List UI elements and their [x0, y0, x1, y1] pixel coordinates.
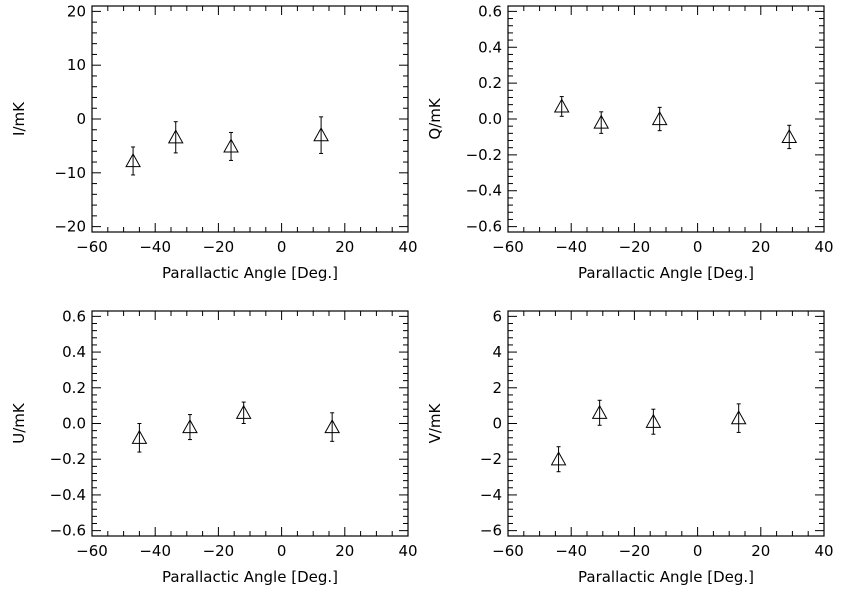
data-point	[651, 110, 668, 126]
y-tick-label: −2	[480, 450, 502, 468]
y-tick-label: 4	[492, 343, 502, 361]
data-point	[730, 410, 747, 425]
data-point	[553, 98, 570, 113]
data-point	[131, 429, 148, 444]
y-tick-label: 0.6	[62, 307, 86, 325]
y-axis-label: V/mK	[426, 402, 444, 443]
x-tick-label: −20	[619, 542, 651, 560]
data-point	[591, 404, 608, 419]
y-tick-label: −6	[480, 522, 502, 540]
x-tick-label: −60	[492, 238, 524, 256]
y-tick-label: 0	[492, 415, 502, 433]
x-tick-label: −40	[139, 542, 171, 560]
data-point	[313, 127, 329, 142]
y-axis-label: Q/mK	[426, 97, 444, 139]
x-tick-label: −20	[203, 542, 235, 560]
data-point	[182, 419, 198, 434]
y-tick-label: −0.6	[466, 218, 502, 236]
y-tick-label: 0.0	[478, 110, 502, 128]
data-point	[235, 404, 252, 419]
y-tick-label: −0.2	[50, 450, 86, 468]
x-tick-label: −40	[555, 238, 587, 256]
plot-frame-q	[507, 5, 825, 233]
plot-frame-i	[91, 5, 409, 233]
y-tick-label: 10	[67, 56, 86, 74]
x-tick-label: −60	[492, 542, 524, 560]
data-point	[324, 419, 341, 434]
x-axis-label: Parallactic Angle [Deg.]	[162, 568, 338, 586]
x-tick-label: 20	[335, 238, 354, 256]
x-axis-label: Parallactic Angle [Deg.]	[578, 568, 754, 586]
x-tick-label: 40	[814, 238, 833, 256]
data-point	[167, 129, 184, 144]
y-tick-label: −0.4	[50, 486, 86, 504]
panel-u: −60 −40 −20 0 20 40 −0.6 −0.4 −0.2 0.0 0.2 0.4 0.6 Pa…	[10, 307, 418, 586]
y-tick-label: −4	[480, 486, 502, 504]
x-tick-label: −60	[76, 542, 108, 560]
y-tick-label: −0.2	[466, 146, 502, 164]
y-tick-label: 20	[67, 2, 86, 20]
x-tick-label: −40	[555, 542, 587, 560]
x-tick-label: −40	[139, 238, 171, 256]
x-tick-label: 40	[814, 542, 833, 560]
y-tick-label: 0.2	[478, 74, 502, 92]
y-tick-label: −10	[54, 164, 86, 182]
data-point	[550, 451, 567, 466]
data-point	[593, 114, 610, 129]
x-tick-label: 0	[693, 238, 703, 256]
panel-i: −60 −40 −20 0 20 40 −20 −10 0 10 20 Parallactic Ang…	[10, 2, 418, 282]
x-tick-label: 0	[277, 542, 287, 560]
x-axis-label: Parallactic Angle [Deg.]	[162, 264, 338, 282]
x-tick-label: 20	[751, 542, 770, 560]
data-point	[223, 138, 239, 153]
y-tick-label: −0.6	[50, 522, 86, 540]
y-tick-label: 2	[492, 379, 502, 397]
data-point	[781, 128, 798, 144]
data-point	[645, 413, 662, 428]
x-axis-label: Parallactic Angle [Deg.]	[578, 264, 754, 282]
y-tick-label: 6	[492, 307, 502, 325]
x-tick-label: 20	[335, 542, 354, 560]
y-tick-label: −0.4	[466, 182, 502, 200]
x-tick-label: −20	[203, 238, 235, 256]
panel-q: −60 −40 −20 0 20 40 −0.6 −0.4 −0.2 0.0 0.2 0.4 0.6 Pa…	[426, 2, 834, 282]
x-tick-label: 20	[751, 238, 770, 256]
x-tick-label: 40	[398, 542, 417, 560]
y-axis-label: I/mK	[10, 101, 28, 136]
y-tick-label: 0.4	[478, 38, 502, 56]
y-axis-label: U/mK	[10, 402, 28, 444]
x-tick-label: −60	[76, 238, 108, 256]
x-tick-label: −20	[619, 238, 651, 256]
y-tick-label: 0.4	[62, 343, 86, 361]
y-tick-label: 0	[76, 110, 86, 128]
plot-frame-v	[507, 310, 825, 537]
y-tick-label: −20	[54, 218, 86, 236]
x-tick-label: 0	[693, 542, 703, 560]
y-tick-label: 0.0	[62, 415, 86, 433]
data-point	[125, 152, 141, 168]
y-tick-label: 0.6	[478, 2, 502, 20]
x-tick-label: 0	[277, 238, 287, 256]
y-tick-label: 0.2	[62, 379, 86, 397]
x-tick-label: 40	[398, 238, 417, 256]
